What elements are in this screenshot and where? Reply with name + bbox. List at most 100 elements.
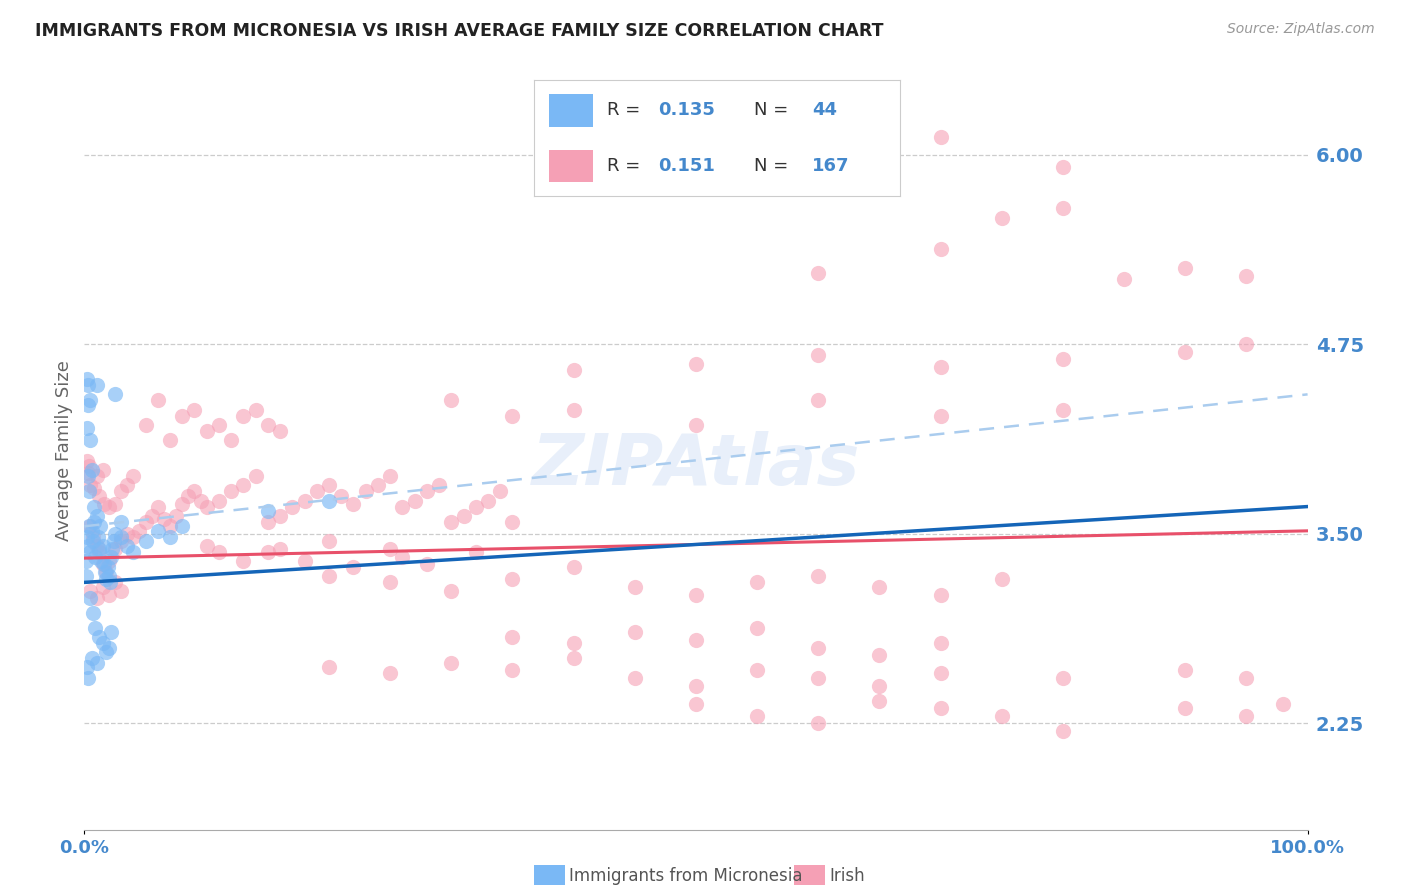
Point <box>87 630 110 644</box>
Y-axis label: Average Family Size: Average Family Size <box>55 360 73 541</box>
Point <box>869 648 891 662</box>
Point <box>685 633 707 648</box>
Point <box>219 484 242 499</box>
Point <box>269 542 291 557</box>
Text: Source: ZipAtlas.com: Source: ZipAtlas.com <box>1227 22 1375 37</box>
Point <box>89 519 111 533</box>
Point <box>1052 724 1074 739</box>
Point <box>232 409 254 423</box>
Text: 167: 167 <box>813 157 849 175</box>
FancyBboxPatch shape <box>548 150 593 182</box>
Point <box>929 129 952 144</box>
Point <box>807 569 830 583</box>
Point <box>294 554 316 568</box>
Point <box>110 484 132 499</box>
Point <box>562 636 585 650</box>
Point <box>208 545 231 559</box>
Point <box>208 417 231 432</box>
Point <box>159 519 181 533</box>
Point <box>354 484 377 499</box>
Point <box>82 530 104 544</box>
Point <box>115 539 138 553</box>
Point <box>110 534 132 549</box>
Point <box>1236 709 1258 723</box>
Point <box>562 402 585 417</box>
Point <box>165 508 187 523</box>
Point <box>807 393 830 408</box>
Point <box>93 557 115 572</box>
Point <box>294 493 316 508</box>
Point <box>84 549 107 564</box>
Point <box>929 360 952 375</box>
Point <box>281 500 304 514</box>
Point <box>128 524 150 538</box>
Point <box>98 575 121 590</box>
Point <box>96 573 118 587</box>
Point <box>82 534 104 549</box>
Point <box>115 478 138 492</box>
Point <box>624 580 647 594</box>
Point <box>195 424 218 438</box>
Point <box>685 357 707 371</box>
Point <box>91 539 114 553</box>
Point <box>146 500 169 514</box>
Point <box>159 433 181 447</box>
Point <box>172 496 194 510</box>
Point <box>502 573 524 587</box>
Point <box>77 484 100 499</box>
Point <box>100 549 122 564</box>
Point <box>1236 269 1258 284</box>
Point <box>991 573 1014 587</box>
Point <box>146 524 169 538</box>
Point <box>502 409 524 423</box>
Point <box>110 515 132 529</box>
Point <box>177 489 200 503</box>
Point <box>380 542 402 557</box>
Point <box>1236 337 1258 351</box>
Point <box>477 493 499 508</box>
Point <box>141 508 163 523</box>
Point <box>257 515 280 529</box>
Point <box>97 569 120 583</box>
Point <box>318 478 340 492</box>
Text: R =: R = <box>607 102 647 120</box>
Point <box>159 530 181 544</box>
Point <box>502 664 524 678</box>
Point <box>502 630 524 644</box>
Point <box>1052 402 1074 417</box>
Point <box>1174 261 1197 276</box>
Point <box>380 575 402 590</box>
FancyBboxPatch shape <box>548 95 593 127</box>
Point <box>79 478 101 492</box>
Point <box>86 656 108 670</box>
Point <box>195 500 218 514</box>
Point <box>685 588 707 602</box>
Point <box>562 363 585 377</box>
Point <box>562 651 585 665</box>
Point <box>464 500 486 514</box>
Point <box>122 530 145 544</box>
Point <box>747 621 769 635</box>
Text: 0.151: 0.151 <box>658 157 716 175</box>
Point <box>87 545 110 559</box>
Point <box>83 515 105 529</box>
Point <box>318 660 340 674</box>
Point <box>79 393 101 408</box>
Point <box>464 545 486 559</box>
Point <box>97 640 120 655</box>
Point <box>195 539 218 553</box>
Point <box>747 709 769 723</box>
Point <box>76 421 98 435</box>
Point <box>929 666 952 681</box>
Point <box>807 266 830 280</box>
Point <box>1174 344 1197 359</box>
Point <box>624 625 647 640</box>
Point <box>929 588 952 602</box>
Point <box>232 478 254 492</box>
Point <box>76 530 98 544</box>
Point <box>404 493 426 508</box>
Point <box>1114 272 1136 286</box>
Point <box>380 469 402 483</box>
Point <box>685 417 707 432</box>
Point <box>80 524 103 538</box>
